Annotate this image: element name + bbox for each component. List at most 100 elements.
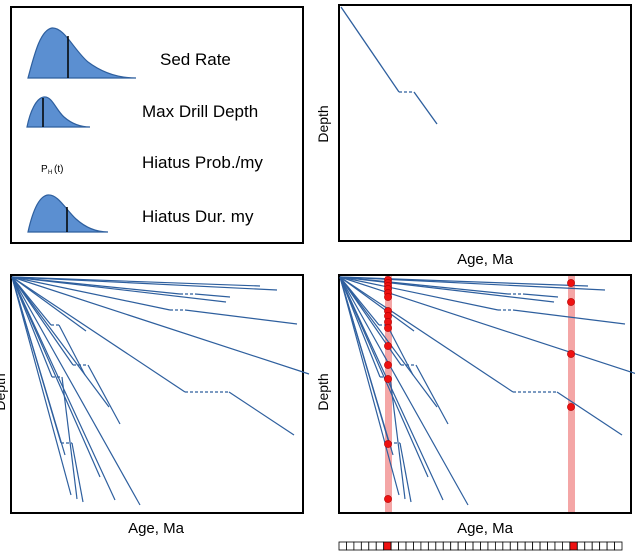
- age-depth-curve: [339, 276, 606, 291]
- curve-segment: [339, 276, 380, 326]
- age-depth-curve: [11, 276, 72, 496]
- single-ylabel: Depth: [315, 105, 331, 142]
- sample-point: [384, 495, 392, 503]
- curve-segment: [184, 309, 298, 325]
- curve-segment: [11, 276, 310, 375]
- sampling-bar-cell: [398, 541, 407, 551]
- age-depth-curve: [339, 276, 415, 332]
- single-panel-frame: [338, 4, 632, 242]
- age-depth-curve: [11, 276, 121, 425]
- max-drill-depth-distribution-icon: [26, 96, 91, 128]
- age-depth-curve: [11, 276, 227, 303]
- age-depth-curve: [339, 276, 400, 496]
- sampled-ylabel: Depth: [315, 373, 331, 410]
- curve-segment: [339, 276, 469, 506]
- sampling-bar-cell: [465, 541, 474, 551]
- sampling-bar-cell: [338, 541, 347, 551]
- age-depth-curves-right: [339, 276, 635, 506]
- sample-point: [567, 350, 575, 358]
- sampling-bar-cell: [457, 541, 467, 551]
- sampling-bar-cell: [524, 541, 534, 551]
- sampling-bar-cell: [494, 541, 504, 551]
- curve-segment: [512, 309, 626, 325]
- curve-segment: [339, 276, 400, 496]
- curve-segment: [11, 276, 52, 326]
- curve-segment: [386, 324, 414, 376]
- sample-point: [384, 361, 392, 369]
- age-depth-curve: [339, 276, 429, 478]
- sample-point: [384, 293, 392, 301]
- curve-segment: [11, 276, 53, 378]
- sampling-bar-cell: [509, 541, 519, 551]
- age-depth-curve: [339, 276, 449, 425]
- sampling-bar-cell-selected: [383, 541, 392, 551]
- sampling-bar-cell: [576, 541, 586, 551]
- curve-segment: [339, 276, 402, 366]
- curve-segment: [228, 391, 295, 436]
- hiatus-prob-label: Hiatus Prob./my: [142, 153, 263, 172]
- hiatus-prob-symbol: P H (t): [41, 164, 63, 176]
- age-depth-curve: [339, 276, 438, 408]
- sample-points: [384, 276, 575, 503]
- sampling-bar-cell: [584, 541, 593, 551]
- age-depth-curve: [11, 276, 295, 436]
- curve-segment: [87, 364, 121, 425]
- sampling-bar-cell: [420, 541, 429, 551]
- legend-frame: [10, 6, 304, 244]
- age-depth-curve: [11, 276, 231, 298]
- many-curves-panel: Depth Age, Ma: [0, 274, 310, 537]
- curve-segment: [339, 276, 381, 378]
- hiatus-duration-label: Hiatus Dur. my: [142, 207, 254, 226]
- many-ylabel: Depth: [0, 373, 8, 410]
- sample-point: [567, 279, 575, 287]
- curve-segment: [11, 276, 101, 478]
- curve-segment: [399, 442, 412, 503]
- max-drill-depth-label: Max Drill Depth: [142, 102, 258, 121]
- sed-rate-distribution-icon: [27, 27, 137, 79]
- curve-segment: [194, 293, 231, 298]
- curve-segment: [339, 276, 429, 478]
- sampling-bar-cell: [450, 541, 459, 551]
- curve-segment: [415, 364, 449, 425]
- sampled-panel-frame: [338, 274, 632, 514]
- age-depth-curves-left: [11, 276, 310, 506]
- curve-segment: [556, 391, 623, 436]
- sampling-bar-cell: [346, 541, 355, 551]
- sampling-bar-cell: [532, 541, 541, 551]
- age-depth-curve: [11, 276, 110, 408]
- sampling-bar-cell: [405, 541, 414, 551]
- age-depth-curve: [11, 276, 87, 332]
- sampling-bar-cell: [614, 541, 623, 551]
- sampling-bar-cell: [390, 541, 399, 551]
- single-age-depth-curve: [340, 6, 438, 125]
- hiatus-prob-p: P: [41, 164, 48, 175]
- sampling-bar-cell: [480, 541, 489, 551]
- sampling-bar: [338, 541, 623, 551]
- sampling-bar-cell: [517, 541, 526, 551]
- sampling-bar-cell-selected: [569, 541, 578, 551]
- curve-segment: [11, 276, 110, 408]
- sampled-curves-panel: Depth Age, Ma: [315, 274, 635, 537]
- sampling-bar-cell: [435, 541, 444, 551]
- age-depth-curve: [11, 276, 278, 291]
- curve-segment: [11, 276, 186, 393]
- age-depth-curve: [11, 276, 66, 456]
- age-depth-curve: [11, 276, 141, 506]
- curve-segment: [11, 276, 87, 332]
- sample-band-1: [385, 275, 392, 513]
- sampling-bar-cell: [427, 541, 437, 551]
- age-depth-curve: [11, 276, 116, 501]
- curve-segment: [11, 276, 171, 311]
- age-depth-curve: [11, 276, 298, 325]
- age-depth-curve: [339, 276, 623, 436]
- sample-point: [567, 298, 575, 306]
- sampling-bar-cell: [487, 541, 496, 551]
- curve-segment: [339, 276, 438, 408]
- age-depth-curve: [339, 276, 626, 325]
- age-depth-curve: [11, 276, 86, 376]
- single-curve-panel: Depth Age, Ma: [315, 4, 632, 268]
- sampling-bar-cell: [539, 541, 548, 551]
- sampling-bar-cell: [502, 541, 511, 551]
- sampling-bar-cell: [353, 541, 362, 551]
